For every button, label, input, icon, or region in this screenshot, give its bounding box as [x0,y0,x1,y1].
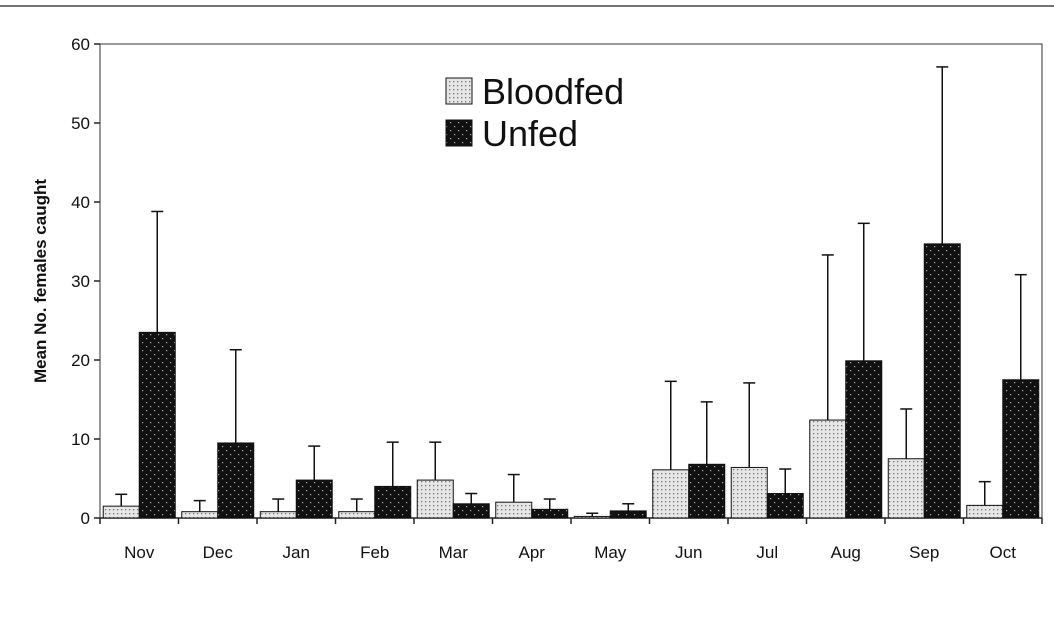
bar [809,419,847,519]
x-tick-label: Jun [675,543,702,562]
bar [416,479,454,519]
legend-label: Bloodfed [482,71,624,112]
x-tick-label: Nov [124,543,155,562]
bar [181,511,219,519]
bar [295,479,333,519]
y-tick-label: 40 [71,193,90,212]
x-tick-label: Oct [990,543,1017,562]
x-tick-label: Sep [909,543,939,562]
y-axis-label: Mean No. females caught [31,179,50,383]
bar [766,493,804,519]
bar [259,511,297,519]
x-tick-label: Mar [439,543,469,562]
bar [1002,379,1040,519]
bar [652,469,690,519]
y-tick-label: 0 [81,509,90,528]
bar [730,466,768,519]
legend-label: Unfed [482,113,578,154]
bar [688,463,726,519]
x-tick-label: Apr [519,543,546,562]
y-tick-label: 10 [71,430,90,449]
bar [966,504,1004,519]
bar [573,515,611,519]
y-tick-label: 30 [71,272,90,291]
bar [217,442,255,519]
bar [531,508,569,519]
x-tick-label: Jul [756,543,778,562]
x-tick-label: May [594,543,627,562]
bar [495,501,533,519]
bar [452,503,490,519]
bar [102,505,140,519]
x-tick-label: Jan [283,543,310,562]
bar [923,243,961,519]
bar [845,360,883,519]
y-tick-label: 50 [71,114,90,133]
bar [887,458,925,519]
legend-swatch [445,119,473,147]
y-tick-label: 20 [71,351,90,370]
x-tick-label: Feb [360,543,389,562]
x-tick-label: Aug [831,543,861,562]
bar [374,485,412,519]
bar [338,511,376,519]
x-tick-label: Dec [203,543,234,562]
bar [138,331,176,519]
legend-swatch [445,77,473,105]
bar [609,510,647,519]
y-tick-label: 60 [71,35,90,54]
